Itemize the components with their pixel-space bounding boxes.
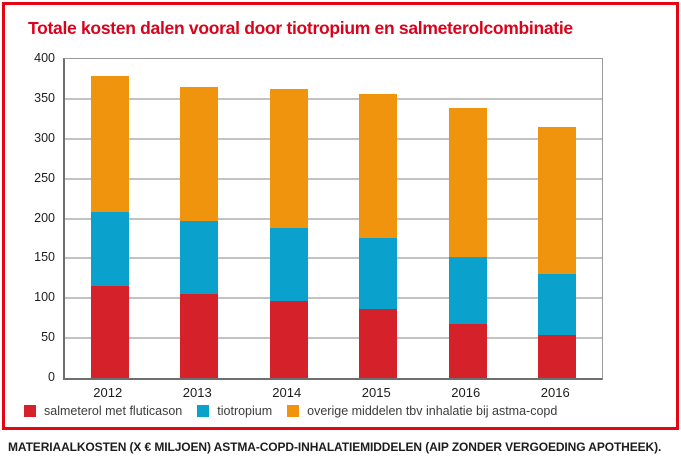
chart-title: Totale kosten dalen vooral door tiotropi… xyxy=(28,18,573,38)
bar-segment-0 xyxy=(90,285,129,378)
y-tick-label: 300 xyxy=(34,130,55,145)
bar-segment-0 xyxy=(180,294,219,378)
y-tick-label: 0 xyxy=(48,370,55,384)
bar-segment-2 xyxy=(90,75,129,213)
source-caption: MATERIAALKOSTEN (X € MILJOEN) ASTMA-COPD… xyxy=(8,440,662,454)
legend-item: overige middelen tbv inhalatie bij astma… xyxy=(287,404,557,418)
x-tick-label: 2013 xyxy=(182,385,212,400)
legend-swatch xyxy=(197,405,210,417)
legend-label: overige middelen tbv inhalatie bij astma… xyxy=(307,404,558,418)
x-tick-label: 2016 xyxy=(540,385,570,400)
gridline xyxy=(65,257,602,260)
bar-segment-1 xyxy=(269,228,308,302)
x-tick-label: 2012 xyxy=(93,385,123,400)
legend-label: tiotropium xyxy=(217,404,273,418)
stacked-bar xyxy=(448,108,487,378)
gridline xyxy=(65,297,602,300)
gridline xyxy=(65,337,602,340)
bar-segment-1 xyxy=(359,237,398,310)
y-tick-label: 200 xyxy=(34,210,55,225)
bar-segment-0 xyxy=(269,301,308,378)
bar-segment-2 xyxy=(538,126,577,275)
bar-segment-1 xyxy=(180,220,219,295)
bar-segment-0 xyxy=(359,309,398,378)
legend-item: salmeterol met fluticason xyxy=(24,404,182,418)
bar-segment-1 xyxy=(448,256,487,324)
y-tick-label: 350 xyxy=(34,90,55,105)
y-tick-label: 400 xyxy=(34,51,55,65)
gridline xyxy=(65,177,602,180)
gridline xyxy=(65,217,602,220)
chart-frame: Totale kosten dalen vooral door tiotropi… xyxy=(2,2,679,430)
stacked-bar xyxy=(538,126,577,378)
x-tick-label: 2014 xyxy=(272,385,302,400)
stacked-bar xyxy=(90,75,129,378)
bar-segment-0 xyxy=(538,334,577,378)
stacked-bar xyxy=(269,88,308,378)
x-tick-label: 2015 xyxy=(361,385,391,400)
bar-segment-2 xyxy=(359,94,398,238)
chart-legend: salmeterol met fluticason tiotropium overi… xyxy=(24,404,557,418)
bar-segment-2 xyxy=(180,86,219,221)
gridline xyxy=(65,137,602,140)
legend-label: salmeterol met fluticason xyxy=(44,404,183,418)
legend-swatch xyxy=(287,405,300,417)
y-tick-label: 250 xyxy=(34,170,55,185)
y-tick-label: 100 xyxy=(34,290,55,305)
stacked-bar xyxy=(180,86,219,378)
bar-segment-0 xyxy=(448,323,487,378)
legend-swatch xyxy=(24,405,36,417)
bar-segment-1 xyxy=(90,212,129,286)
legend-item: tiotropium xyxy=(197,404,272,418)
x-tick-label: 2016 xyxy=(451,385,481,400)
bar-segment-2 xyxy=(269,88,308,229)
gridline xyxy=(65,97,602,100)
bar-segment-1 xyxy=(538,274,577,335)
y-tick-label: 50 xyxy=(41,330,55,345)
bar-segment-2 xyxy=(448,108,487,257)
y-tick-label: 150 xyxy=(34,250,55,265)
plot-area xyxy=(63,58,603,380)
stacked-bar xyxy=(359,94,398,378)
